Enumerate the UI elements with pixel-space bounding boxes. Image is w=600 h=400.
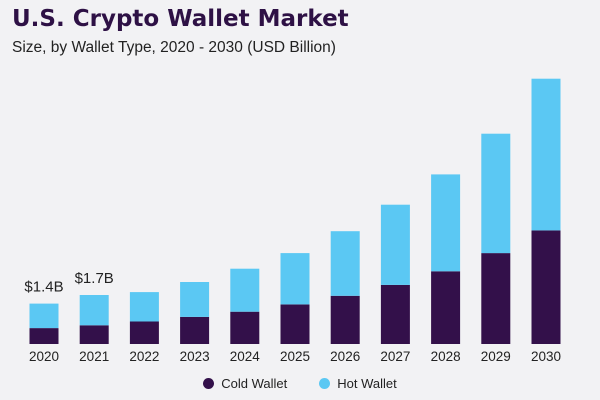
legend-item-hot-wallet: Hot Wallet	[319, 376, 397, 391]
legend-swatch-cold-wallet	[203, 378, 215, 389]
bar-hot-wallet-2024	[230, 268, 260, 312]
bar-cold-wallet-2027	[380, 284, 410, 344]
legend-item-cold-wallet: Cold Wallet	[203, 376, 287, 391]
bars-group	[29, 78, 561, 344]
bar-cold-wallet-2025	[280, 304, 310, 344]
bar-hot-wallet-2025	[280, 253, 310, 305]
x-tick-label-2021: 2021	[79, 349, 109, 364]
bar-cold-wallet-2022	[129, 321, 159, 344]
x-tick-label-2029: 2029	[481, 349, 511, 364]
bar-hot-wallet-2020	[29, 303, 59, 329]
bar-cold-wallet-2023	[180, 316, 210, 344]
x-tick-label-2022: 2022	[129, 349, 159, 364]
bar-hot-wallet-2021	[79, 295, 109, 326]
chart-subtitle: Size, by Wallet Type, 2020 - 2030 (USD B…	[12, 39, 336, 56]
annotation-2021: $1.7B	[75, 270, 114, 287]
legend-swatch-hot-wallet	[319, 378, 331, 389]
bar-cold-wallet-2029	[481, 253, 511, 344]
bar-hot-wallet-2026	[330, 231, 360, 296]
x-tick-label-2028: 2028	[431, 349, 461, 364]
x-axis-labels: 2020 2021 2022 2023 2024 2025 2026 2027 2028 2029…	[29, 349, 561, 364]
legend: Cold Wallet Hot Wallet	[0, 376, 600, 391]
bar-hot-wallet-2027	[380, 204, 410, 285]
x-tick-label-2025: 2025	[280, 349, 310, 364]
bar-hot-wallet-2023	[180, 282, 210, 317]
bar-hot-wallet-2029	[481, 133, 511, 254]
bar-cold-wallet-2024	[230, 311, 260, 344]
bar-cold-wallet-2030	[531, 230, 561, 344]
bar-annotations: $1.4B $1.7B	[24, 270, 113, 296]
bar-hot-wallet-2030	[531, 78, 561, 231]
bar-cold-wallet-2021	[79, 325, 109, 344]
chart-title: U.S. Crypto Wallet Market	[12, 6, 349, 32]
bar-hot-wallet-2022	[129, 292, 159, 322]
annotation-2020: $1.4B	[24, 279, 63, 296]
x-tick-label-2020: 2020	[29, 349, 59, 364]
bar-hot-wallet-2028	[431, 174, 461, 272]
x-tick-label-2024: 2024	[230, 349, 261, 364]
x-tick-label-2026: 2026	[330, 349, 360, 364]
legend-label-cold-wallet: Cold Wallet	[221, 376, 288, 391]
legend-label-hot-wallet: Hot Wallet	[337, 376, 397, 391]
x-tick-label-2023: 2023	[180, 349, 210, 364]
bar-cold-wallet-2026	[330, 295, 360, 344]
x-tick-label-2030: 2030	[531, 349, 561, 364]
x-tick-label-2027: 2027	[380, 349, 410, 364]
bar-cold-wallet-2020	[29, 328, 59, 344]
bar-cold-wallet-2028	[431, 271, 461, 344]
